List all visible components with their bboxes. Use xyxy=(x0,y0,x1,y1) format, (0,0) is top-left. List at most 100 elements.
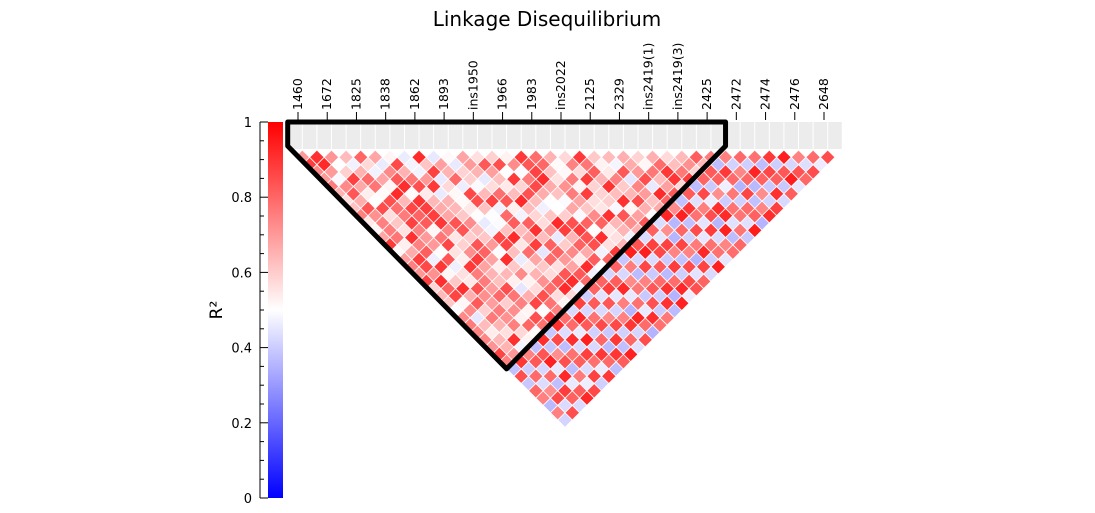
ld-cell xyxy=(623,303,638,318)
ld-cell xyxy=(551,172,565,186)
ld-cell xyxy=(806,150,820,164)
ld-cell xyxy=(543,150,558,164)
ld-cell xyxy=(434,274,448,289)
ld-cell xyxy=(631,325,645,340)
ld-cell xyxy=(572,369,587,383)
ld-cell xyxy=(521,362,536,376)
marker-label: 1838 xyxy=(378,78,393,110)
ld-cell xyxy=(317,172,331,186)
ld-cell xyxy=(580,303,594,318)
ld-cell xyxy=(711,172,725,186)
ld-cell xyxy=(587,194,601,208)
ld-cell xyxy=(419,201,434,216)
ld-cell xyxy=(740,201,755,216)
ld-cell xyxy=(623,347,638,362)
ld-cell xyxy=(580,187,594,201)
ld-cell xyxy=(405,216,419,230)
ld-cell xyxy=(602,238,616,252)
ld-cell xyxy=(623,216,638,230)
ld-cell xyxy=(551,157,565,172)
ld-cell xyxy=(631,150,645,164)
ld-cell xyxy=(696,187,711,201)
ld-cell xyxy=(514,252,528,267)
ld-cell xyxy=(762,179,777,194)
ld-cell xyxy=(623,289,638,303)
ld-cell xyxy=(675,281,689,296)
ld-cell xyxy=(521,157,536,172)
ld-cell xyxy=(580,230,594,245)
ld-cell xyxy=(529,354,543,369)
ld-cell xyxy=(558,194,572,208)
ld-cell xyxy=(412,238,426,252)
ld-cell xyxy=(609,245,623,259)
ld-cell xyxy=(587,208,601,223)
diagonal-cell xyxy=(463,122,477,149)
diagonal-cell xyxy=(317,122,331,149)
ld-cell xyxy=(448,260,463,274)
ld-cell xyxy=(784,157,798,172)
diagonal-cell xyxy=(755,122,769,149)
ld-cell xyxy=(551,201,565,216)
ld-cell xyxy=(638,201,652,216)
ld-cell xyxy=(551,289,565,303)
ld-cell xyxy=(696,230,711,245)
ld-cell xyxy=(696,157,711,172)
ld-cell xyxy=(383,150,397,164)
ld-cell xyxy=(682,187,696,201)
ld-cell xyxy=(390,216,404,230)
ld-cell xyxy=(543,296,558,310)
colorbar-tick-label: 0.2 xyxy=(231,417,252,432)
marker-label: 2125 xyxy=(582,78,597,110)
ld-cell xyxy=(478,201,492,216)
diagonal-cell xyxy=(375,122,390,149)
ld-cell xyxy=(602,223,616,237)
marker-label: 1825 xyxy=(348,78,363,110)
ld-cell xyxy=(492,245,507,259)
ld-cell xyxy=(543,194,558,208)
ld-cell xyxy=(718,252,733,267)
ld-cell xyxy=(441,252,455,267)
ld-cell xyxy=(594,376,609,391)
ld-cell xyxy=(594,201,609,216)
ld-cell xyxy=(419,216,434,230)
ld-cell xyxy=(397,208,412,223)
ld-cell xyxy=(397,165,412,179)
ld-cell xyxy=(726,216,740,230)
ld-cell xyxy=(448,157,463,172)
ld-cell xyxy=(412,208,426,223)
ld-cell xyxy=(565,201,579,216)
ld-cell xyxy=(543,267,558,281)
ld-cell xyxy=(704,165,718,179)
ld-cell xyxy=(448,245,463,259)
ld-cell xyxy=(769,187,784,201)
ld-cell xyxy=(645,311,660,325)
ld-cell xyxy=(580,347,594,362)
ld-cell xyxy=(755,172,769,186)
marker-label: 1966 xyxy=(495,78,510,110)
ld-cell xyxy=(616,311,631,325)
ld-cell xyxy=(456,223,470,237)
ld-cell xyxy=(638,318,652,332)
diagonal-cell xyxy=(828,122,842,149)
diagonal-cell xyxy=(331,122,346,149)
ld-cell xyxy=(478,303,492,318)
ld-cell xyxy=(492,187,507,201)
ld-cell xyxy=(456,165,470,179)
ld-cell xyxy=(551,333,565,347)
ld-cell xyxy=(689,194,704,208)
ld-cell xyxy=(492,157,507,172)
ld-cell xyxy=(558,384,572,398)
ld-cell xyxy=(536,362,550,376)
ld-cell xyxy=(536,274,550,289)
ld-cell xyxy=(536,245,550,259)
ld-cell xyxy=(799,172,813,186)
ld-cell xyxy=(529,194,543,208)
ld-cell xyxy=(375,172,390,186)
ld-cell xyxy=(565,274,579,289)
ld-cell xyxy=(682,289,696,303)
ld-cell xyxy=(616,165,631,179)
ld-cell xyxy=(514,194,528,208)
ld-cell xyxy=(711,216,725,230)
diagonal-cell xyxy=(638,122,653,149)
ld-cell xyxy=(572,252,587,267)
